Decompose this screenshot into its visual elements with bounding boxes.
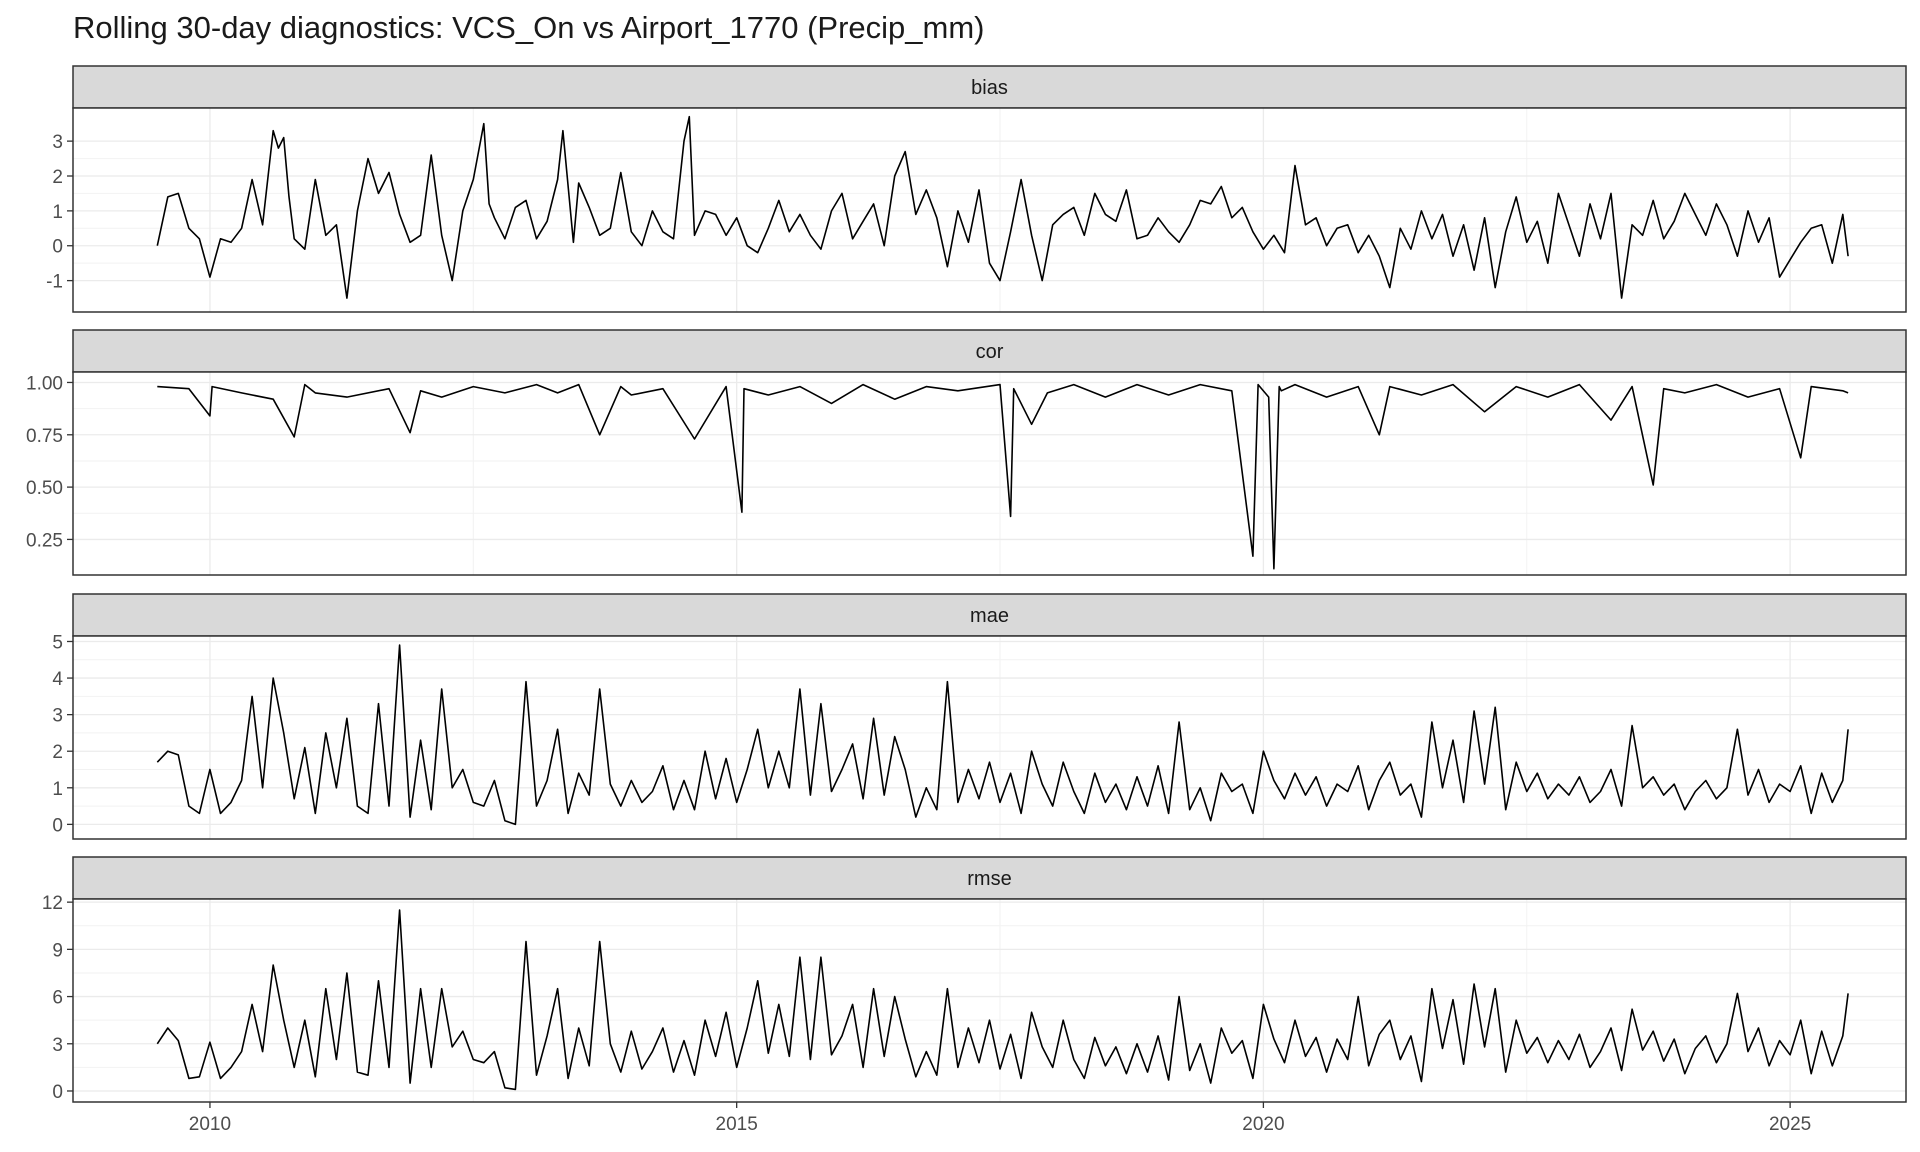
y-tick-label-cor: 0.75 <box>26 426 63 447</box>
y-tick-label-bias: 0 <box>52 237 63 258</box>
x-tick-label: 2010 <box>189 1114 231 1135</box>
x-tick-label: 2015 <box>716 1114 758 1135</box>
y-tick-label-mae: 1 <box>52 779 63 800</box>
y-tick-label-bias: 1 <box>52 202 63 223</box>
y-tick-label-bias: -1 <box>46 272 63 293</box>
facet-strip-cor <box>72 329 1907 373</box>
x-tick-label: 2020 <box>1242 1114 1284 1135</box>
facet-strip-label-cor: cor <box>976 341 1004 363</box>
series-line-mae <box>156 644 1849 826</box>
x-tick-label: 2025 <box>1769 1114 1811 1135</box>
facet-strip-rmse <box>72 856 1907 900</box>
y-tick-label-rmse: 3 <box>52 1035 63 1056</box>
y-tick-label-cor: 1.00 <box>26 373 63 394</box>
y-tick-label-rmse: 0 <box>52 1082 63 1103</box>
y-tick-label-rmse: 6 <box>52 988 63 1009</box>
chart-title: Rolling 30-day diagnostics: VCS_On vs Ai… <box>73 10 985 45</box>
panel-border-bias <box>72 107 1907 313</box>
facet-strip-mae <box>72 593 1907 637</box>
series-line-cor <box>157 383 1849 570</box>
facet-strip-label-bias: bias <box>971 77 1008 99</box>
facet-strip-label-mae: mae <box>970 605 1009 627</box>
y-tick-label-mae: 0 <box>52 815 63 836</box>
panel-background-bias <box>73 108 1906 312</box>
y-tick-label-rmse: 12 <box>42 893 63 914</box>
facet-strip-label-rmse: rmse <box>967 868 1011 890</box>
y-tick-label-cor: 0.25 <box>26 530 63 551</box>
y-tick-label-rmse: 9 <box>52 940 63 961</box>
panel-background-rmse <box>73 899 1906 1102</box>
series-line-bias <box>156 115 1849 299</box>
y-tick-label-bias: 2 <box>52 167 63 188</box>
panel-background-mae <box>73 636 1906 839</box>
y-tick-label-mae: 3 <box>52 706 63 727</box>
y-tick-label-cor: 0.50 <box>26 478 63 499</box>
y-tick-label-mae: 5 <box>52 632 63 653</box>
y-tick-label-mae: 2 <box>52 742 63 763</box>
panel-border-mae <box>72 635 1907 840</box>
panel-border-cor <box>72 371 1907 576</box>
y-tick-label-mae: 4 <box>52 669 63 690</box>
facet-strip-bias <box>72 65 1907 109</box>
panel-background-cor <box>73 372 1906 575</box>
series-line-rmse <box>156 909 1849 1091</box>
panel-border-rmse <box>72 898 1907 1103</box>
y-tick-label-bias: 3 <box>52 132 63 153</box>
